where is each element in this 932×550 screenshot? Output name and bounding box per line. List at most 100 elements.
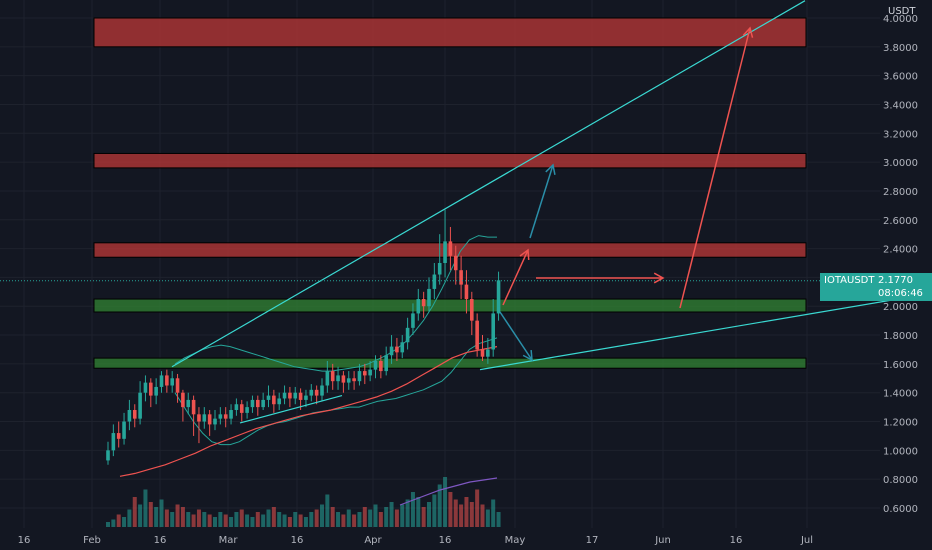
- volume-bar: [394, 509, 399, 527]
- x-tick-label: Mar: [219, 535, 239, 546]
- x-tick-label: 16: [439, 535, 452, 546]
- currency-unit: USDT: [888, 6, 916, 17]
- volume-bar: [143, 489, 148, 527]
- candle-body: [421, 299, 426, 307]
- volume-bar: [148, 502, 153, 527]
- y-tick-label: 1.8000: [883, 331, 918, 342]
- volume-bar: [271, 507, 276, 527]
- y-tick-label: 3.6000: [883, 72, 918, 83]
- volume-bar: [389, 502, 394, 527]
- candle-body: [480, 349, 485, 357]
- candle-body: [122, 421, 126, 439]
- volume-bar: [410, 492, 415, 527]
- volume-bar: [416, 497, 421, 527]
- volume-bar: [245, 514, 250, 527]
- last-price-value: 2.1770: [878, 275, 913, 286]
- volume-bar: [266, 509, 271, 527]
- short-trendline: [239, 395, 343, 424]
- volume-bar: [330, 507, 335, 527]
- candle-body: [111, 433, 116, 451]
- projection-arrow-breakout: [529, 164, 554, 239]
- projection-arrow-target: [679, 27, 751, 309]
- candle-body: [154, 386, 158, 396]
- y-tick-label: 1.0000: [883, 446, 918, 457]
- candle-body: [453, 255, 458, 271]
- candle-body: [448, 241, 453, 256]
- volume-bar: [180, 507, 185, 527]
- upper-trendline: [171, 0, 806, 368]
- candle-body: [443, 241, 447, 263]
- candle-body: [127, 410, 132, 422]
- candle-body: [149, 382, 153, 396]
- candle-body: [181, 392, 185, 408]
- candle-body: [459, 270, 463, 285]
- candle-body: [470, 299, 474, 321]
- candle-body: [411, 313, 415, 328]
- candle-body: [207, 414, 212, 425]
- volume-bar: [207, 514, 212, 527]
- volume-bar: [196, 509, 201, 527]
- candle-body: [304, 395, 308, 400]
- moving-average-line: [119, 346, 498, 477]
- volume-bar: [154, 507, 159, 527]
- bar-countdown: 08:06:46: [878, 288, 923, 299]
- x-tick-label: Jun: [654, 535, 671, 546]
- candle-body: [400, 342, 405, 353]
- candle-body: [416, 299, 421, 314]
- candle-body: [277, 398, 281, 405]
- volume-bar: [320, 504, 324, 527]
- candle-body: [159, 375, 164, 387]
- projection-arrow-short-head: [519, 248, 530, 261]
- volume-bar: [282, 514, 287, 527]
- y-tick-label: 0.6000: [883, 504, 918, 515]
- y-tick-label: 2.0000: [883, 302, 918, 313]
- volume-bar: [298, 514, 303, 527]
- projection-arrow-pullback-head: [522, 349, 533, 362]
- candle-body: [229, 410, 233, 419]
- candle-body: [191, 399, 196, 415]
- volume-bar: [170, 512, 175, 527]
- candle-body: [250, 399, 255, 408]
- volume-bar: [159, 499, 164, 527]
- volume-bar: [485, 509, 490, 527]
- y-tick-label: 2.6000: [883, 216, 918, 227]
- x-tick-label: 16: [730, 535, 743, 546]
- volume-bar: [213, 517, 217, 527]
- y-tick-label: 3.8000: [883, 43, 918, 54]
- candle-body: [223, 414, 228, 419]
- candle-body: [106, 450, 110, 461]
- projection-arrow-short: [502, 249, 529, 306]
- volume-bar: [368, 509, 373, 527]
- candle-body: [379, 361, 383, 372]
- y-tick-label: 1.4000: [883, 389, 918, 400]
- candle-body: [325, 371, 330, 386]
- volume-bar: [400, 504, 405, 527]
- volume-bar: [175, 504, 180, 527]
- volume-bar: [341, 514, 346, 527]
- candle-body: [309, 389, 314, 396]
- projection-arrow-pullback: [499, 311, 533, 361]
- candle-body: [363, 371, 367, 376]
- x-tick-label: 16: [154, 535, 167, 546]
- y-tick-label: 3.2000: [883, 129, 918, 140]
- candle-body: [464, 284, 469, 300]
- volume-bar: [421, 507, 426, 527]
- candle-body: [496, 280, 501, 314]
- candle-body: [373, 361, 378, 370]
- candle-body: [405, 327, 410, 343]
- volume-bar: [373, 504, 378, 527]
- x-tick-label: May: [505, 535, 526, 546]
- candle-body: [346, 378, 351, 383]
- volume-bar: [362, 507, 367, 527]
- volume-bar: [378, 512, 383, 527]
- candle-body: [132, 410, 137, 419]
- volume-bar: [480, 504, 485, 527]
- volume-bar: [277, 512, 282, 527]
- candle-body: [475, 320, 479, 350]
- resistance-zone: [93, 17, 807, 48]
- volume-bar: [229, 517, 234, 527]
- candle-body: [202, 414, 207, 422]
- volume-ma-line: [399, 477, 498, 506]
- volume-bar: [443, 477, 448, 527]
